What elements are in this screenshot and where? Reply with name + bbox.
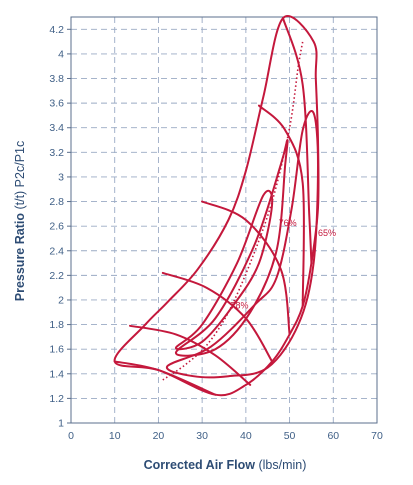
y-tick-label: 2 xyxy=(58,294,64,306)
y-tick-label: 4 xyxy=(58,48,64,60)
y-tick-label: 4.2 xyxy=(49,24,64,36)
x-tick-label: 40 xyxy=(240,430,252,442)
y-tick-label: 1.6 xyxy=(49,344,64,356)
grid-layer xyxy=(67,16,378,424)
efficiency-island xyxy=(174,139,289,357)
speed-line xyxy=(129,324,252,386)
y-tick-label: 3.8 xyxy=(49,73,64,85)
y-tick-label: 1.2 xyxy=(49,393,64,405)
x-tick-label: 70 xyxy=(371,430,383,442)
plot-frame xyxy=(70,16,378,424)
y-tick-label: 3 xyxy=(58,171,64,183)
efficiency-island xyxy=(174,189,274,351)
efficiency-label: 78% xyxy=(231,301,249,311)
efficiency-label: 76% xyxy=(279,218,297,228)
efficiency-label: 65% xyxy=(318,228,336,238)
y-axis-unit: (t/t) P2c/P1c xyxy=(13,141,27,210)
y-tick-label: 3.2 xyxy=(49,147,64,159)
efficiency-island xyxy=(166,110,319,379)
x-tick-label: 20 xyxy=(153,430,165,442)
speed-line xyxy=(258,104,305,308)
x-tick-label: 30 xyxy=(196,430,208,442)
speed-line xyxy=(282,17,313,265)
y-tick-label: 3.6 xyxy=(49,98,64,110)
y-tick-label: 3.4 xyxy=(49,122,64,134)
y-axis-label: Pressure Ratio xyxy=(13,213,27,302)
y-tick-label: 1.8 xyxy=(49,319,64,331)
y-tick-label: 2.4 xyxy=(49,245,64,257)
map-outline xyxy=(113,15,320,397)
x-tick-label: 0 xyxy=(68,430,74,442)
y-axis-title: Pressure Ratio (t/t) P2c/P1c xyxy=(13,141,27,302)
y-tick-label: 1 xyxy=(58,418,64,430)
speed-line xyxy=(201,200,291,336)
x-axis-unit: (lbs/min) xyxy=(258,458,306,472)
speed-line xyxy=(113,360,217,396)
x-axis-title: Corrected Air Flow (lbs/min) xyxy=(144,458,307,472)
y-tick-label: 2.2 xyxy=(49,270,64,282)
x-tick-label: 50 xyxy=(284,430,296,442)
x-tick-label: 60 xyxy=(327,430,339,442)
y-tick-label: 1.4 xyxy=(49,368,64,380)
compressor-map xyxy=(113,15,320,397)
y-tick-label: 2.8 xyxy=(49,196,64,208)
x-tick-label: 10 xyxy=(109,430,121,442)
y-tick-label: 2.6 xyxy=(49,221,64,233)
efficiency-islands: 78% 76% 65% xyxy=(166,110,336,379)
tick-layer: 0 10 20 30 40 50 60 70 1 1.2 1.4 1.6 1.8 2 2.2 2.4 2.6 2.… xyxy=(49,24,383,442)
x-axis-label: Corrected Air Flow xyxy=(144,458,256,472)
